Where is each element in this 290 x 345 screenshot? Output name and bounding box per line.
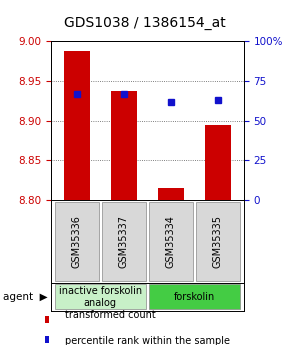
Text: GDS1038 / 1386154_at: GDS1038 / 1386154_at — [64, 16, 226, 30]
FancyBboxPatch shape — [55, 202, 99, 281]
Bar — [158, 188, 184, 200]
Text: agent  ▶: agent ▶ — [3, 292, 48, 302]
Text: GSM35337: GSM35337 — [119, 215, 129, 268]
FancyBboxPatch shape — [102, 202, 146, 281]
Text: GSM35334: GSM35334 — [166, 215, 176, 268]
Text: transformed count: transformed count — [65, 310, 156, 320]
FancyBboxPatch shape — [196, 202, 240, 281]
Text: GSM35336: GSM35336 — [72, 215, 81, 268]
FancyBboxPatch shape — [148, 202, 193, 281]
Text: GSM35335: GSM35335 — [213, 215, 223, 268]
Text: forskolin: forskolin — [174, 292, 215, 302]
Text: percentile rank within the sample: percentile rank within the sample — [65, 336, 230, 345]
Bar — [111, 91, 137, 200]
Bar — [64, 51, 90, 200]
FancyBboxPatch shape — [148, 284, 240, 309]
Bar — [205, 125, 231, 200]
Text: inactive forskolin
analog: inactive forskolin analog — [59, 286, 142, 307]
FancyBboxPatch shape — [55, 284, 146, 309]
